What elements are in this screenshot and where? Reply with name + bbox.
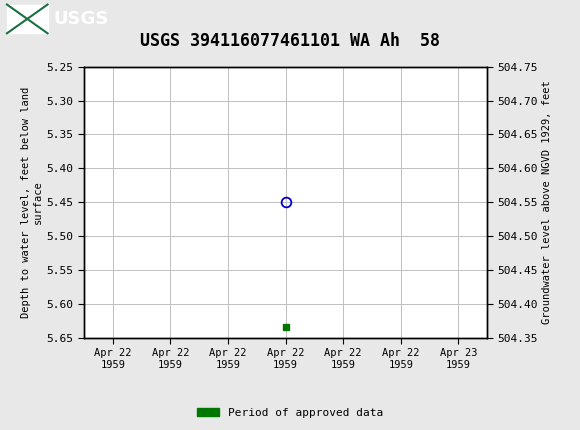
Y-axis label: Groundwater level above NGVD 1929, feet: Groundwater level above NGVD 1929, feet [542,80,552,324]
Y-axis label: Depth to water level, feet below land
surface: Depth to water level, feet below land su… [21,86,42,318]
Text: USGS 394116077461101 WA Ah  58: USGS 394116077461101 WA Ah 58 [140,32,440,50]
Text: USGS: USGS [53,10,108,28]
Bar [7,5,48,33]
Legend: Period of approved data: Period of approved data [193,403,387,422]
